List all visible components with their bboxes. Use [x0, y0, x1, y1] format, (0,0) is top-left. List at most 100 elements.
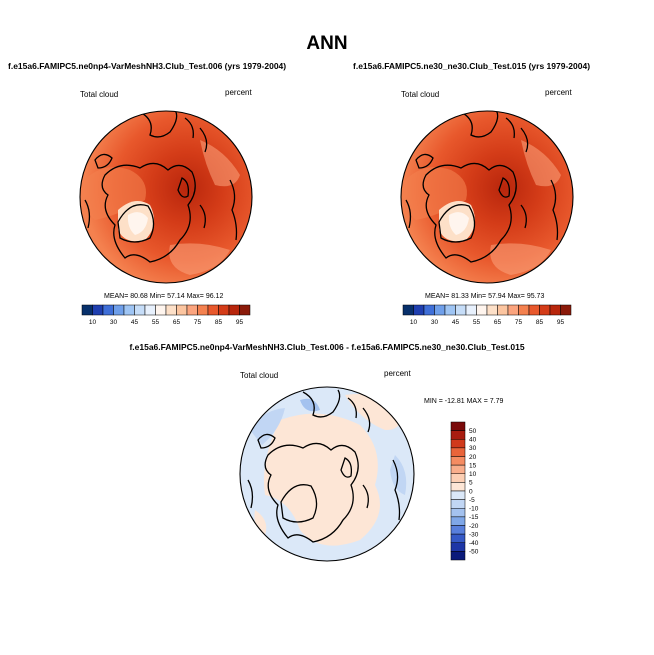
- panel3-colorbar-swatch: [450, 499, 466, 509]
- panel3-colorbar-tick-label: -20: [469, 523, 479, 530]
- panel3-stats: MIN = -12.81 MAX = 7.79: [424, 398, 504, 405]
- panel2-title: f.e15a6.FAMIPC5.ne30_ne30.Club_Test.015 …: [353, 61, 591, 71]
- panel1-colorbar-swatch: [218, 304, 230, 316]
- panel2-colorbar-swatch: [560, 304, 572, 316]
- panel3-colorbar-tick-label: 15: [469, 462, 477, 469]
- panel3-colorbar-tick-label: -40: [469, 540, 479, 547]
- panel2-colorbar-tick-label: 55: [473, 319, 481, 326]
- panel3-colorbar-swatch: [450, 525, 466, 535]
- panel3-colorbar-tick-label: 30: [469, 445, 477, 452]
- panel1-variable-label: Total cloud: [80, 90, 119, 99]
- panel3-colorbar-swatch: [450, 490, 466, 500]
- panel1-max-label: Max=: [186, 293, 204, 300]
- panel1-mean-label: MEAN=: [104, 293, 129, 300]
- panel2-colorbar-tick-label: 75: [515, 319, 523, 326]
- panel1-colorbar-swatch: [155, 304, 167, 316]
- panel2-colorbar-swatch: [507, 304, 519, 316]
- panel3-colorbar-tick-label: 5: [469, 480, 473, 487]
- panel1-title: f.e15a6.FAMIPC5.ne0np4-VarMeshNH3.Club_T…: [8, 61, 287, 71]
- panel2-colorbar-tick-label: 30: [431, 319, 439, 326]
- panel1-colorbar-swatch: [186, 304, 198, 316]
- panel3-colorbar-tick-label: -30: [469, 531, 479, 538]
- panel3-title: f.e15a6.FAMIPC5.ne0np4-VarMeshNH3.Club_T…: [129, 342, 525, 352]
- panel3-colorbar-tick-label: 0: [469, 488, 473, 495]
- panel2-colorbar-swatch: [518, 304, 530, 316]
- panel3-colorbar-tick-label: -15: [469, 514, 479, 521]
- panel3-colorbar-tick-label: 50: [469, 428, 477, 435]
- panel1-colorbar-tick-label: 30: [110, 319, 118, 326]
- panel2-stats: MEAN= 81.33 Min= 57.94 Max= 95.73: [425, 293, 544, 300]
- panel1-colorbar-tick-label: 75: [194, 319, 202, 326]
- panel2-colorbar-swatch: [497, 304, 509, 316]
- panel2-colorbar-swatch: [549, 304, 561, 316]
- panel1-colorbar-swatch: [134, 304, 146, 316]
- panel1-colorbar-tick-label: 10: [89, 319, 97, 326]
- panel2-colorbar: 10 30 45 55 65 75 85 95: [402, 304, 572, 326]
- panel2-colorbar-swatch: [528, 304, 540, 316]
- panel2-colorbar-tick-label: 65: [494, 319, 502, 326]
- panel3-colorbar-swatch: [450, 516, 466, 526]
- panel2-colorbar-tick-label: 10: [410, 319, 418, 326]
- panel3-colorbar-swatch: [450, 430, 466, 440]
- panel2-colorbar-tick-label: 85: [536, 319, 544, 326]
- panel2-units-label: percent: [545, 88, 572, 97]
- panel1-colorbar-swatch: [92, 304, 104, 316]
- panel3-colorbar-swatch: [450, 447, 466, 457]
- panel3-units-label: percent: [384, 369, 411, 378]
- panel2-colorbar-swatch: [486, 304, 498, 316]
- panel2-min-label: Min=: [470, 293, 487, 300]
- panel3-colorbar-swatch: [450, 508, 466, 518]
- panel3-colorbar-swatch: [450, 542, 466, 552]
- panel1-colorbar-swatch: [102, 304, 114, 316]
- panel2-min-value: 57.94: [488, 293, 506, 300]
- panel1-colorbar-tick-label: 45: [131, 319, 139, 326]
- panel2-colorbar-tick-label: 95: [557, 319, 565, 326]
- panel1-colorbar-tick-label: 65: [173, 319, 181, 326]
- panel2-colorbar-swatch: [434, 304, 446, 316]
- page-title: ANN: [306, 33, 348, 54]
- panel3-colorbar-swatch: [450, 533, 466, 543]
- panel3-colorbar-swatch: [450, 551, 466, 561]
- panel3-colorbar-tick-label: -5: [469, 497, 475, 504]
- panel3-variable-label: Total cloud: [240, 371, 279, 380]
- panel2-max-value: 95.73: [526, 293, 545, 300]
- panel2-colorbar-swatch: [444, 304, 456, 316]
- panel1-colorbar-swatch: [113, 304, 125, 316]
- panel1-colorbar-swatch: [239, 304, 251, 316]
- panel3-colorbar-tick-label: -50: [469, 549, 479, 556]
- panel2-colorbar-swatch: [465, 304, 477, 316]
- panel2-max-label: Max=: [507, 293, 525, 300]
- panel1-stats: MEAN= 80.68 Min= 57.14 Max= 96.12: [104, 293, 223, 300]
- panel2-colorbar-swatch: [539, 304, 551, 316]
- panel2-colorbar-swatch: [413, 304, 425, 316]
- panel2-colorbar-swatch: [423, 304, 435, 316]
- panel1-colorbar-swatch: [165, 304, 177, 316]
- panel3-colorbar-tick-label: 10: [469, 471, 477, 478]
- panel2-colorbar-swatch: [476, 304, 488, 316]
- panel3-colorbar-swatch: [450, 482, 466, 492]
- panel1-max-value: 96.12: [205, 293, 224, 300]
- panel2-mean-value: 81.33: [451, 293, 469, 300]
- panel3-colorbar-swatch: [450, 473, 466, 483]
- panel1-map: [79, 110, 253, 284]
- panel1-colorbar: 10 30 45 55 65 75 85 95: [81, 304, 251, 326]
- panel1-colorbar-swatch: [207, 304, 219, 316]
- panel1-colorbar-swatch: [123, 304, 135, 316]
- panel3-colorbar-swatch: [450, 439, 466, 449]
- panel1-colorbar-swatch: [228, 304, 240, 316]
- panel2-colorbar-tick-label: 45: [452, 319, 460, 326]
- panel1-colorbar-tick-label: 55: [152, 319, 160, 326]
- panel3-colorbar-tick-label: 40: [469, 437, 477, 444]
- panel3-colorbar-swatch: [450, 464, 466, 474]
- panel1-colorbar-tick-label: 95: [236, 319, 244, 326]
- panel2-colorbar-swatch: [455, 304, 467, 316]
- panel1-colorbar-swatch: [176, 304, 188, 316]
- panel1-colorbar-swatch: [197, 304, 209, 316]
- panel2-mean-label: MEAN=: [425, 293, 450, 300]
- panel1-min-value: 57.14: [167, 293, 185, 300]
- panel3-map: [239, 386, 415, 562]
- panel1-colorbar-swatch: [144, 304, 156, 316]
- panel1-mean-value: 80.68: [130, 293, 148, 300]
